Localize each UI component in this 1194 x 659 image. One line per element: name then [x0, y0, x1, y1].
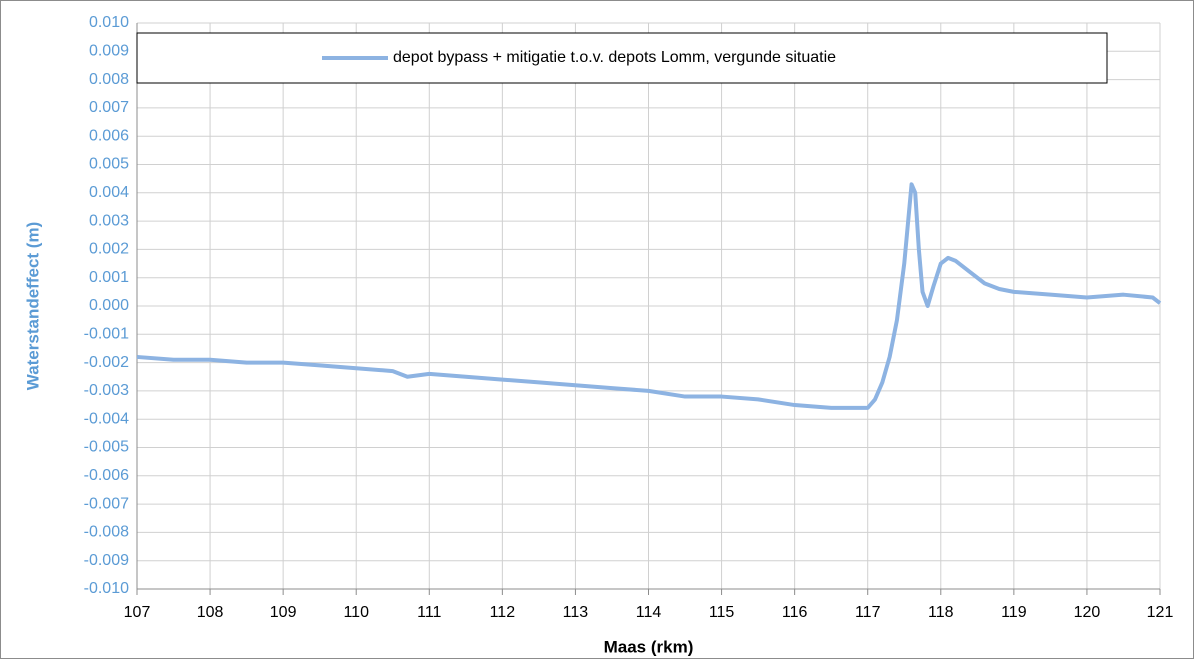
x-tick-label: 110 — [343, 604, 369, 621]
y-tick-label: 0.000 — [89, 297, 129, 314]
y-tick-label: -0.001 — [84, 326, 129, 343]
y-tick-label: 0.001 — [89, 269, 129, 286]
y-tick-label: 0.003 — [89, 212, 129, 229]
y-tick-label: 0.009 — [89, 43, 129, 60]
y-tick-label: -0.003 — [84, 382, 129, 399]
legend: depot bypass + mitigatie t.o.v. depots L… — [136, 32, 1108, 84]
y-tick-label: -0.009 — [84, 552, 129, 569]
y-tick-label: -0.006 — [84, 467, 129, 484]
x-tick-label: 116 — [782, 604, 808, 621]
x-tick-label: 111 — [417, 604, 441, 621]
y-tick-label: -0.010 — [84, 580, 129, 597]
x-tick-label: 109 — [270, 604, 297, 621]
x-tick-label: 114 — [636, 604, 662, 621]
x-tick-label: 107 — [124, 604, 151, 621]
x-axis-label: Maas (rkm) — [604, 637, 694, 656]
y-tick-label: 0.006 — [89, 127, 129, 144]
y-tick-label: -0.005 — [84, 439, 129, 456]
y-tick-label: -0.004 — [84, 410, 129, 427]
x-tick-label: 113 — [563, 604, 589, 621]
x-tick-label: 117 — [855, 604, 881, 621]
y-tick-label: -0.008 — [84, 524, 129, 541]
y-tick-label: 0.004 — [89, 184, 129, 201]
x-tick-label: 108 — [197, 604, 224, 621]
data-line — [136, 182, 1162, 410]
y-tick-label: 0.002 — [89, 241, 129, 258]
y-tick-label: -0.002 — [84, 354, 129, 371]
legend-label: depot bypass + mitigatie t.o.v. depots L… — [393, 49, 836, 66]
x-tick-label: 121 — [1147, 604, 1174, 621]
x-tick-label: 112 — [490, 604, 516, 621]
y-axis-label: Waterstandeffect (m) — [23, 222, 42, 390]
x-tick-label: 115 — [709, 604, 735, 621]
y-tick-label: -0.007 — [84, 495, 129, 512]
y-tick-label: 0.008 — [89, 71, 129, 88]
x-tick-label: 118 — [928, 604, 954, 621]
y-tick-label: 0.005 — [89, 156, 129, 173]
y-tick-label: 0.007 — [89, 99, 129, 116]
legend-box — [136, 32, 1108, 84]
y-tick-label: 0.010 — [89, 14, 129, 31]
x-tick-label: 120 — [1074, 604, 1101, 621]
x-tick-label: 119 — [1001, 604, 1027, 621]
